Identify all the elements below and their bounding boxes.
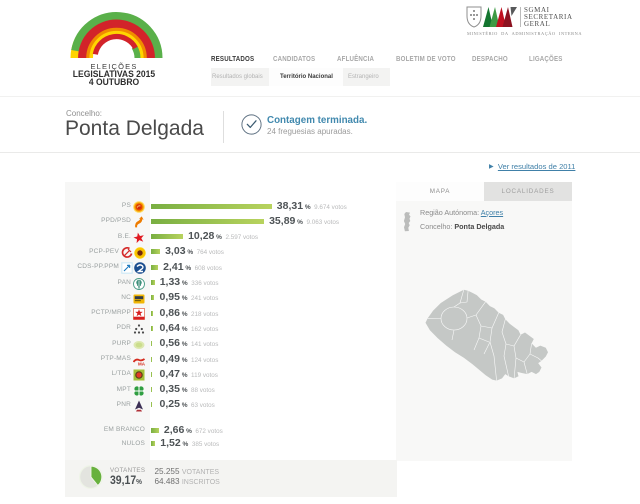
svg-text:MAS: MAS (138, 362, 145, 367)
